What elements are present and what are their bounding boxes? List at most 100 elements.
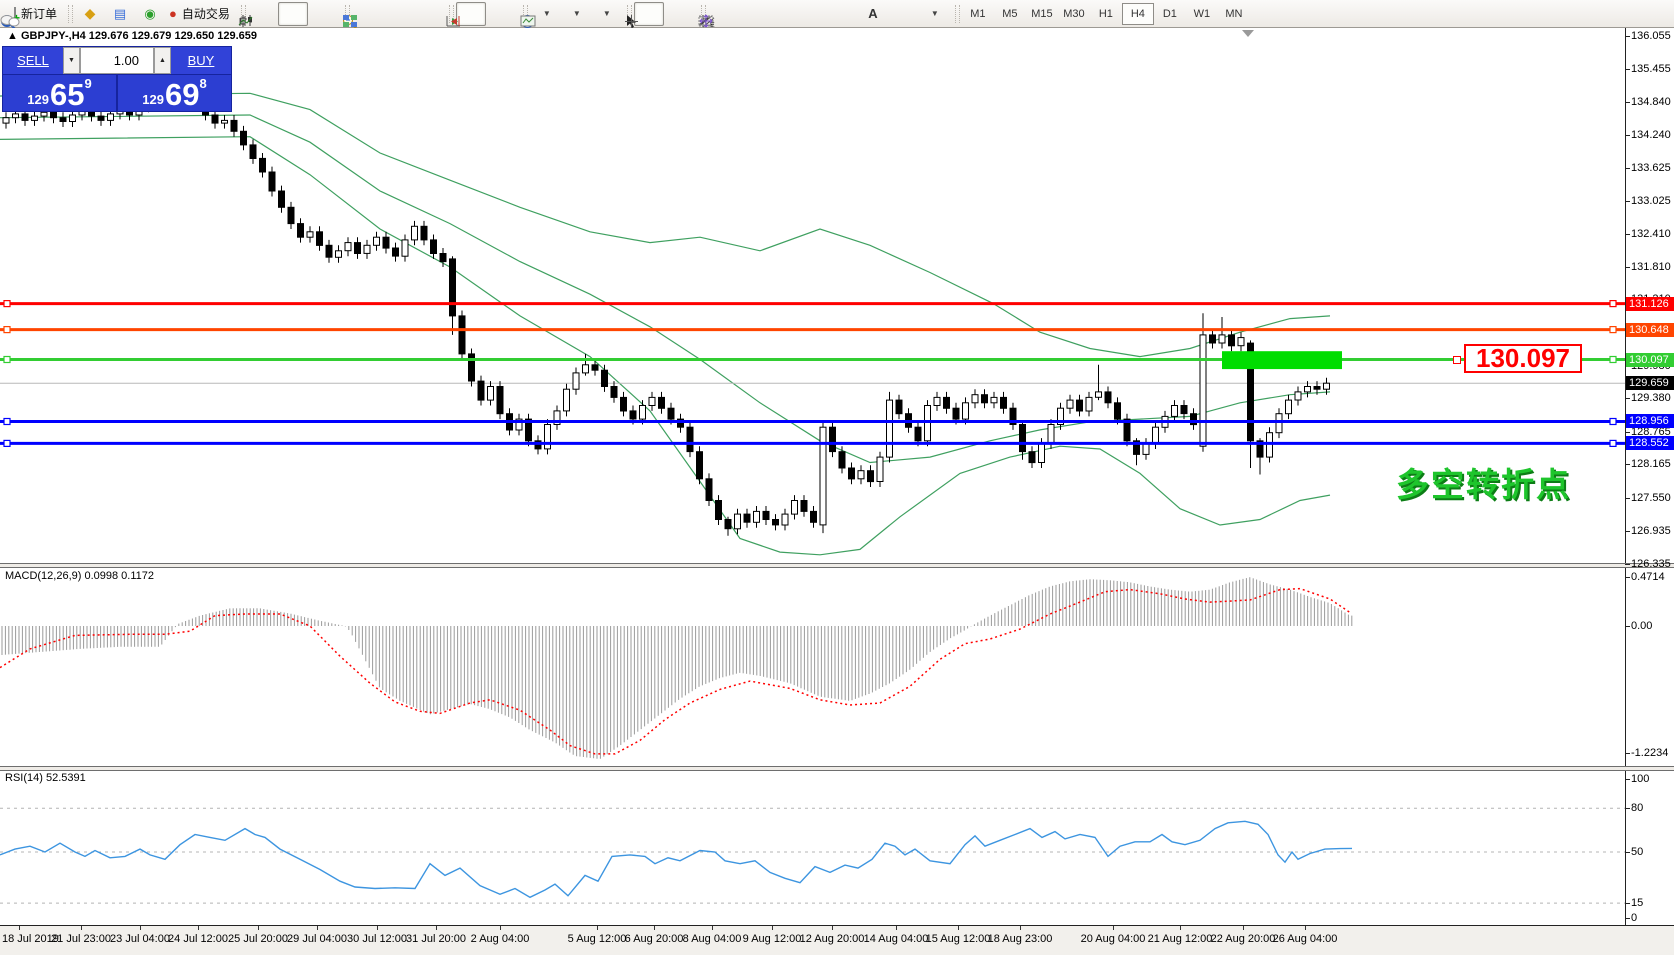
timeframe-M5[interactable]: M5: [1002, 7, 1018, 20]
line-handle[interactable]: [1609, 300, 1617, 308]
rsi-pane[interactable]: [0, 770, 1674, 925]
volume-input[interactable]: 1.00: [80, 47, 154, 74]
candle-body: [392, 247, 399, 257]
price-tick-label: 134.840: [1631, 96, 1671, 108]
rsi-tick-label: 15: [1631, 897, 1644, 909]
macd-pane[interactable]: [0, 567, 1674, 766]
candle-body: [563, 388, 570, 412]
candle-body: [1285, 399, 1292, 415]
price-axis-border: [1625, 28, 1626, 925]
price-level-chip: 129.659: [1626, 376, 1674, 390]
line-handle[interactable]: [3, 439, 11, 447]
price-tick-label: 136.055: [1631, 30, 1671, 42]
channel-button[interactable]: E: [698, 2, 828, 28]
line-handle[interactable]: [1609, 355, 1617, 364]
timeframe-W1[interactable]: W1: [1193, 7, 1211, 20]
candle-body: [411, 225, 418, 241]
timeframe-M15[interactable]: M15: [1031, 7, 1053, 20]
time-tick-label: 26 Aug 04:00: [1272, 933, 1338, 945]
candle-body: [316, 231, 323, 246]
macd-tick-mark: [1625, 577, 1630, 578]
pane-separator-rsi[interactable]: [0, 766, 1674, 771]
line-chart-button[interactable]: [238, 2, 338, 26]
price-tick-mark: [1625, 69, 1630, 70]
sell-button[interactable]: SELL: [3, 47, 63, 74]
line-handle[interactable]: [3, 355, 11, 364]
candle-body: [800, 500, 808, 512]
line-handle[interactable]: [1609, 439, 1617, 447]
signals-button[interactable]: ◉: [135, 2, 165, 26]
candle-body: [439, 253, 447, 263]
line-handle[interactable]: [1609, 326, 1617, 334]
tile-windows-button[interactable]: [342, 2, 442, 27]
symbol-search-button[interactable]: [1, 2, 1624, 30]
zoom-out-button[interactable]: [342, 2, 412, 29]
time-tick-mark: [1113, 926, 1114, 930]
price-tick-mark: [1625, 267, 1630, 268]
candle-body: [344, 242, 352, 252]
candle-body: [268, 171, 276, 192]
price-callout-box[interactable]: 130.097: [1464, 343, 1582, 373]
line-handle[interactable]: [3, 326, 11, 334]
candle-body: [1266, 432, 1273, 458]
timeframe-D1[interactable]: D1: [1162, 7, 1177, 20]
buy-price[interactable]: 129 69 8: [118, 75, 231, 112]
trendline-button[interactable]: [698, 2, 798, 26]
line-handle[interactable]: [1609, 417, 1617, 426]
candle-body: [1028, 451, 1036, 464]
timeframe-MN[interactable]: MN: [1225, 7, 1243, 20]
candle-body: [1047, 424, 1055, 444]
buy-button[interactable]: BUY: [171, 47, 231, 74]
periods-button[interactable]: ▼: [520, 2, 590, 28]
auto-scroll-button[interactable]: [446, 1, 486, 26]
candle-body: [382, 236, 390, 249]
toolbar-group: 新订单: [0, 0, 65, 28]
candle-body: [990, 396, 998, 404]
time-axis[interactable]: 18 Jul 2019 21 Jul 23:00 23 Jul 04:00 24 Ju…: [0, 925, 1674, 955]
volume-down-button[interactable]: ▼: [63, 47, 80, 74]
candle-body: [50, 111, 57, 119]
label-button[interactable]: T: [698, 2, 918, 27]
chart-shift-button[interactable]: [446, 2, 516, 26]
auto-trading-button[interactable]: ● 自动交易: [165, 2, 234, 26]
line-handle[interactable]: [3, 300, 11, 308]
fibonacci-button[interactable]: F: [698, 2, 858, 28]
auto-trading-icon: ●: [169, 6, 177, 21]
callout-anchor-handle[interactable]: [1453, 356, 1461, 364]
pane-separator-macd[interactable]: [0, 563, 1674, 568]
candle-body: [306, 231, 314, 238]
news-button[interactable]: ▤: [105, 2, 135, 26]
candle-body: [1218, 334, 1226, 344]
candle-body: [914, 426, 922, 442]
chart-area[interactable]: [0, 28, 1674, 925]
sell-price[interactable]: 129 65 9: [3, 75, 116, 112]
timeframe-M30[interactable]: M30: [1063, 7, 1085, 20]
candlestick-chart-button[interactable]: [240, 1, 308, 27]
candle-body: [886, 399, 893, 458]
line-handle[interactable]: [3, 417, 11, 426]
highlight-rectangle[interactable]: [1222, 351, 1342, 370]
community-chat-button[interactable]: [0, 2, 1664, 26]
trade-levels-button[interactable]: ◆: [75, 2, 105, 26]
horizontal-line-button[interactable]: [698, 2, 768, 26]
candle-body: [354, 242, 361, 255]
rsi-tick-label: 0: [1631, 912, 1638, 924]
symbol-ohlc-text: GBPJPY-,H4 129.676 129.679 129.650 129.6…: [20, 30, 258, 42]
price-tick-mark: [1625, 464, 1630, 465]
new-order-button[interactable]: 新订单: [10, 2, 61, 26]
crosshair-button[interactable]: [624, 2, 694, 28]
chart-shift-marker-icon[interactable]: [1242, 30, 1254, 37]
shapes-button[interactable]: ▼: [699, 2, 948, 27]
templates-button[interactable]: ▼: [520, 2, 620, 26]
candle-body: [962, 402, 969, 420]
cursor-button[interactable]: [626, 1, 664, 28]
timeframe-H1[interactable]: H1: [1098, 7, 1113, 20]
volume-up-button[interactable]: ▲: [154, 47, 171, 74]
text-button[interactable]: A: [858, 2, 888, 26]
time-tick-mark: [772, 926, 773, 930]
timeframe-M1[interactable]: M1: [970, 7, 986, 20]
candle-body: [525, 418, 532, 442]
timeframe-H4[interactable]: H4: [1121, 2, 1154, 25]
price-level-chip: 130.097: [1626, 353, 1674, 367]
